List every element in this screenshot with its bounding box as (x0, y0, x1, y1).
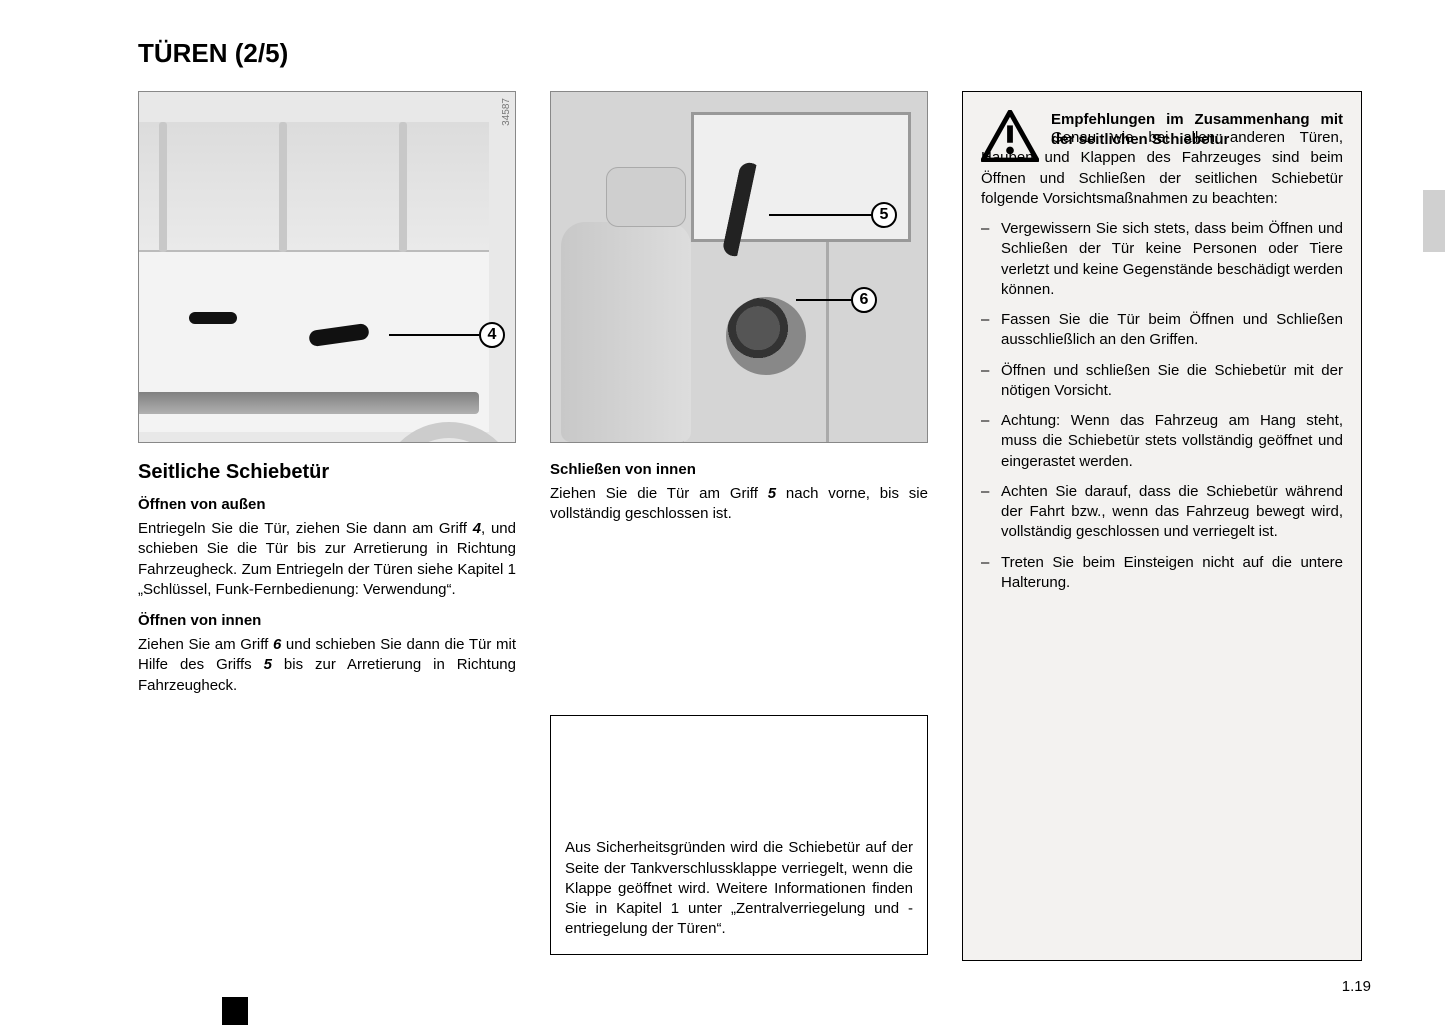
van-body (138, 122, 489, 432)
callout-6: 6 (851, 287, 877, 313)
ref-4: 4 (473, 520, 481, 537)
safety-note-box: Aus Sicherheitsgründen wird die Schiebet… (550, 715, 928, 955)
page-title: TÜREN (2/5) (138, 38, 1375, 69)
callout-line-6 (796, 299, 854, 301)
pillar (399, 122, 407, 252)
ref-5: 5 (264, 656, 272, 673)
columns: 34587 4 Seitliche Schiebetür Öffnen (138, 91, 1375, 961)
ref-5b: 5 (768, 485, 776, 502)
callout-5-num: 5 (880, 206, 889, 224)
text: Ziehen Sie am Griff (138, 636, 273, 653)
door-recess-6 (726, 297, 806, 375)
column-2: 27205 5 6 Schließen von innen (550, 91, 928, 961)
van-window (138, 122, 489, 252)
wheel-arch (379, 422, 516, 443)
warning-box: Empfehlungen im Zusammenhang mit der sei… (962, 91, 1362, 961)
page-number: 1.19 (1342, 978, 1371, 995)
sub-open-inside: Öffnen von innen (138, 612, 516, 629)
callout-line-5 (769, 214, 873, 216)
p-open-outside: Entriegeln Sie die Tür, ziehen Sie dann … (138, 519, 516, 600)
door-handle-4 (308, 323, 370, 347)
list-item: Achtung: Wenn das Fahrzeug am Hang steht… (981, 411, 1343, 472)
p-open-inside: Ziehen Sie am Griff 6 und schieben Sie d… (138, 635, 516, 696)
callout-6-num: 6 (860, 291, 869, 309)
sub-close-inside: Schließen von innen (550, 461, 928, 478)
safety-note-text: Aus Sicherheitsgründen wird die Schiebet… (565, 838, 913, 939)
sub-open-outside: Öffnen von außen (138, 496, 516, 513)
foot-tab (222, 997, 248, 1025)
figure-exterior: 34587 4 (138, 91, 516, 443)
figure-interior: 27205 5 6 (550, 91, 928, 443)
callout-5: 5 (871, 202, 897, 228)
callout-line-4 (389, 334, 479, 336)
list-item: Treten Sie beim Einsteigen nicht auf die… (981, 553, 1343, 594)
seat (561, 222, 691, 442)
column-3: Empfehlungen im Zusammenhang mit der sei… (962, 91, 1362, 961)
pillar (279, 122, 287, 252)
warning-list: Vergewissern Sie sich stets, dass beim Ö… (981, 219, 1343, 593)
side-molding (138, 392, 479, 414)
list-item: Fassen Sie die Tür beim Öffnen und Schli… (981, 310, 1343, 351)
figure1-id: 34587 (501, 98, 512, 126)
text: Entriegeln Sie die Tür, ziehen Sie dann … (138, 520, 473, 537)
column-1: 34587 4 Seitliche Schiebetür Öffnen (138, 91, 516, 961)
p-close-inside: Ziehen Sie die Tür am Griff 5 nach vorne… (550, 484, 928, 525)
callout-4-num: 4 (488, 326, 497, 344)
pillar (159, 122, 167, 252)
list-item: Vergewissern Sie sich stets, dass beim Ö… (981, 219, 1343, 300)
list-item: Öffnen und schließen Sie die Schiebetür … (981, 361, 1343, 402)
section-heading: Seitliche Schiebetür (138, 461, 516, 484)
headrest (606, 167, 686, 227)
door-handle (189, 312, 237, 324)
list-item: Achten Sie darauf, dass die Schiebetür w… (981, 482, 1343, 543)
text: Ziehen Sie die Tür am Griff (550, 485, 768, 502)
manual-page: TÜREN (2/5) 34587 4 (0, 0, 1445, 1025)
callout-4: 4 (479, 322, 505, 348)
